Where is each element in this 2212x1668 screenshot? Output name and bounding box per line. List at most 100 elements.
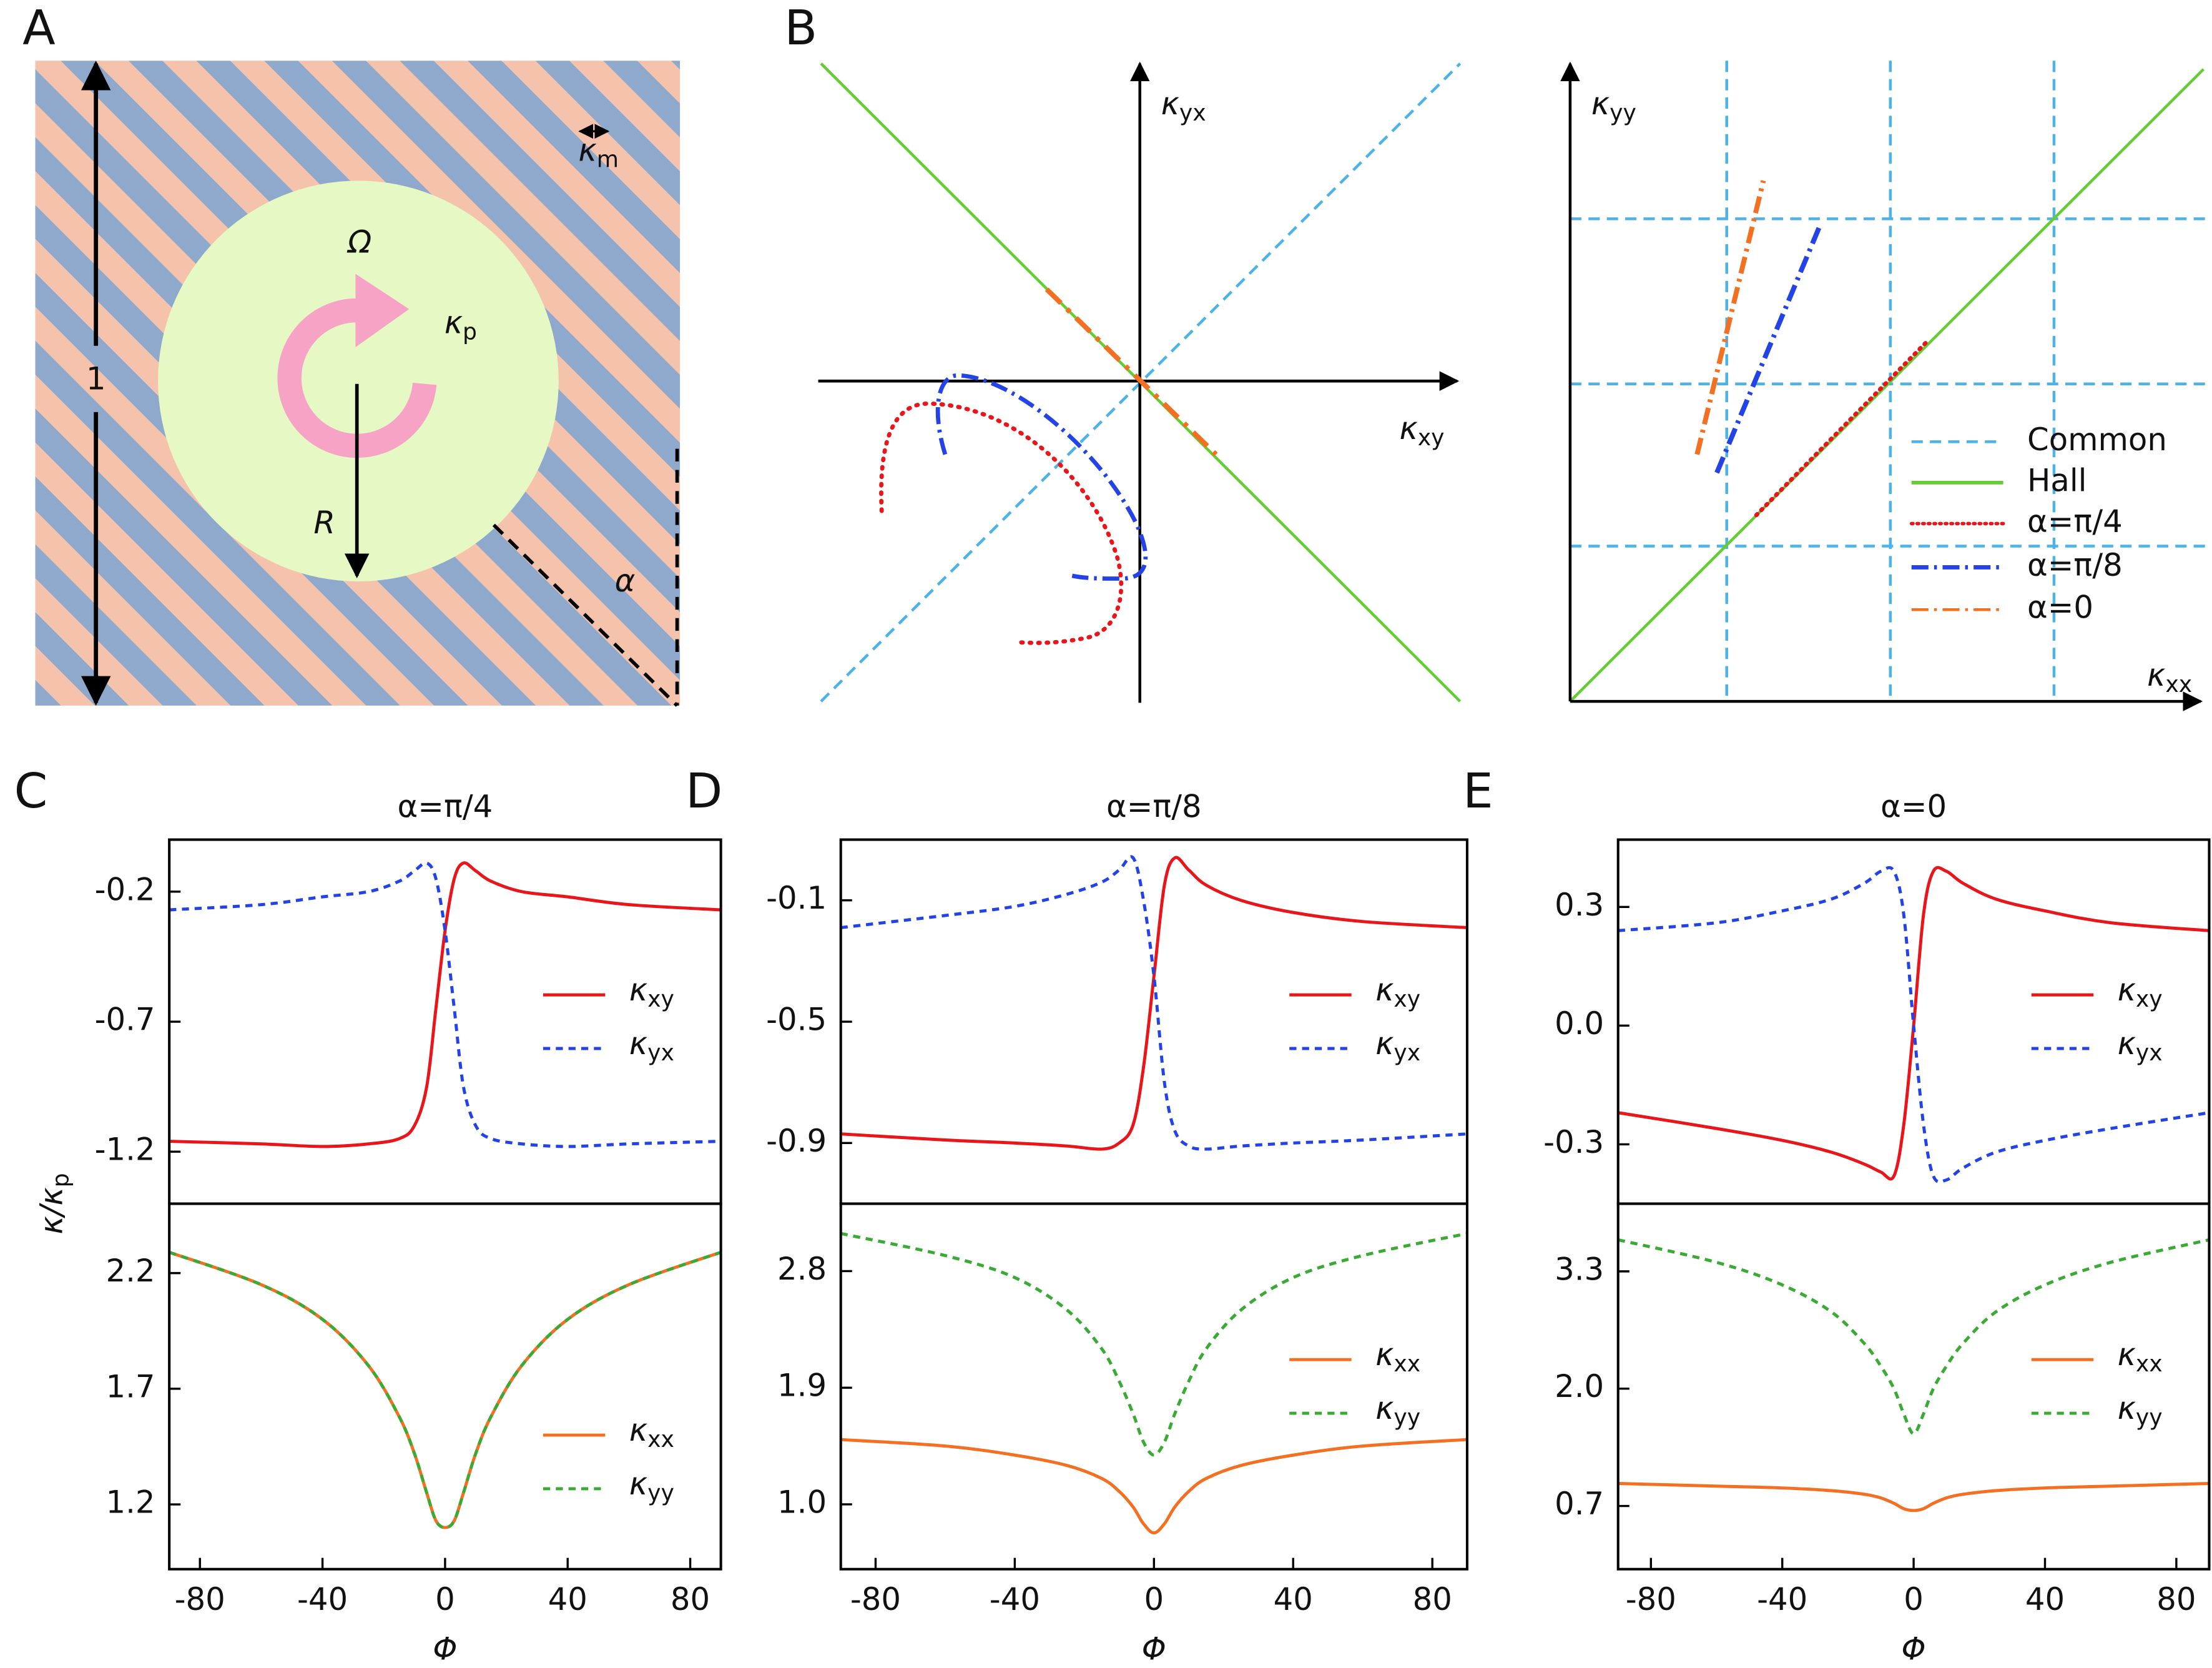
angle-ref xyxy=(492,523,679,707)
legend-label: κxx xyxy=(2118,1336,2163,1377)
x-tick-label: 40 xyxy=(2025,1581,2065,1617)
chart: κxy κyx 0.3 0.0 -0.3 α=0 E xyxy=(1463,764,2211,1205)
legend-label: α=π/8 xyxy=(2027,547,2123,583)
y-tick-label: 2.8 xyxy=(777,1251,827,1287)
plot-frame xyxy=(839,838,1468,1205)
y-tick-label: -0.1 xyxy=(766,880,827,916)
panel-label: C xyxy=(14,764,48,819)
y-tick-label: -0.2 xyxy=(95,871,155,907)
panel-label: E xyxy=(1463,764,1493,819)
x-tick-label: 0 xyxy=(435,1581,455,1617)
series-line xyxy=(1618,866,2210,1184)
x-tick-label: 0 xyxy=(1904,1581,1924,1617)
curve-pi4 xyxy=(879,401,1124,645)
chart: κxy κyx -0.1 -0.5 -0.9 α=π/8 D xyxy=(686,764,1468,1205)
axis-label: κxy xyxy=(1399,410,1444,451)
legend-label: κxx xyxy=(1375,1336,1420,1377)
x-tick-label: -40 xyxy=(297,1581,348,1617)
panel-b: B κyx κxy κyy κxx Common Hall α=π/4 α=π/… xyxy=(784,1,2208,711)
legend: Common Hall α=π/4 α=π/8 α=0 xyxy=(1909,422,2167,626)
y-tick-label: 1.2 xyxy=(106,1484,155,1521)
x-tick-label: -80 xyxy=(850,1581,901,1617)
plot-frame xyxy=(168,838,722,1205)
x-tick-label: -40 xyxy=(1757,1581,1807,1617)
curve-pi8 xyxy=(1714,225,1822,474)
chart: κxx κyy 2.2 1.7 1.2 -80 -40 0 40 80 Φ xyxy=(106,1202,722,1667)
chart-title: α=0 xyxy=(1880,788,1947,824)
y-tick-label: -0.3 xyxy=(1543,1124,1604,1160)
particle-disk xyxy=(158,180,559,582)
axis-label: κyx xyxy=(1161,86,1206,126)
chart: κxx κyy 2.8 1.9 1.0 -80 -40 0 40 80 Φ xyxy=(777,1202,1468,1667)
x-tick-label: -80 xyxy=(175,1581,225,1617)
legend-label: κyx xyxy=(1375,1025,1420,1066)
y-tick-label: -0.5 xyxy=(766,1002,827,1038)
series-line xyxy=(840,1231,1468,1457)
curve-pi8 xyxy=(935,373,1148,581)
legend-label: κyy xyxy=(2118,1390,2163,1431)
legend-label: α=0 xyxy=(2027,590,2093,626)
angle-label: α xyxy=(615,563,636,599)
x-tick-label: 0 xyxy=(1144,1581,1164,1617)
x-tick-label: 80 xyxy=(2156,1581,2196,1617)
y-tick-label: 0.7 xyxy=(1555,1486,1604,1522)
x-axis-label: Φ xyxy=(1142,1631,1166,1667)
y-tick-label: 0.3 xyxy=(1555,887,1604,923)
legend-label: α=π/4 xyxy=(2027,503,2123,540)
series-line xyxy=(169,861,721,1148)
panel-label: D xyxy=(686,764,722,819)
series-line xyxy=(1618,1481,2210,1513)
x-axis-label: Φ xyxy=(433,1631,457,1667)
x-tick-label: 80 xyxy=(671,1581,710,1617)
panel-a: A 1 R Ω κp κm α xyxy=(22,1,681,707)
y-tick-label: 2.0 xyxy=(1555,1368,1604,1404)
y-axis-label: κ/κp xyxy=(33,1173,74,1234)
curve-0 xyxy=(1694,180,1766,455)
legend-label: κyx xyxy=(2118,1025,2163,1066)
series-line xyxy=(840,1438,1468,1535)
series-line xyxy=(840,855,1468,1151)
axis-label: κyy xyxy=(1591,86,1636,126)
series-line xyxy=(169,1250,722,1529)
series-line xyxy=(840,856,1468,1151)
x-tick-label: 80 xyxy=(1413,1581,1452,1617)
x-tick-label: 40 xyxy=(1274,1581,1313,1617)
legend-label: κyy xyxy=(1375,1390,1420,1431)
plot-frame xyxy=(839,1202,1468,1571)
series-line xyxy=(1618,1238,2210,1436)
chart-title: α=π/4 xyxy=(398,788,493,824)
legend-label: κyx xyxy=(629,1025,674,1066)
y-tick-label: -0.7 xyxy=(95,1002,155,1038)
y-tick-label: -1.2 xyxy=(95,1132,155,1168)
legend-label: Common xyxy=(2027,422,2167,458)
length-label: 1 xyxy=(86,361,106,397)
y-tick-label: 1.7 xyxy=(106,1368,155,1404)
y-tick-label: 0.0 xyxy=(1555,1005,1604,1042)
series-line xyxy=(1618,866,2210,1181)
chart: κxx κyy 3.3 2.0 0.7 -80 -40 0 40 80 Φ xyxy=(1555,1202,2211,1667)
legend-label: Hall xyxy=(2027,462,2087,498)
curve-pi4 xyxy=(1754,340,1928,518)
y-tick-label: -0.9 xyxy=(766,1123,827,1159)
x-axis-label: Φ xyxy=(1902,1631,1926,1667)
x-tick-label: -80 xyxy=(1626,1581,1676,1617)
y-tick-label: 2.2 xyxy=(106,1253,155,1289)
legend-label: κxy xyxy=(1375,972,1420,1012)
y-tick-label: 1.0 xyxy=(777,1484,827,1520)
rotation-arrowhead xyxy=(355,274,410,347)
axis-label: κxx xyxy=(2147,657,2192,698)
chart-title: α=π/8 xyxy=(1106,788,1202,824)
legend-label: κxy xyxy=(2118,972,2163,1012)
plot-frame xyxy=(168,1202,722,1571)
chart: κxy κyx -0.2 -0.7 -1.2 α=π/4 Cκ/κp xyxy=(14,764,722,1235)
series-line xyxy=(169,861,721,1148)
rotation-arrow xyxy=(277,298,437,458)
radius-label: R xyxy=(313,505,335,541)
legend-label: κxy xyxy=(629,972,674,1012)
x-tick-label: -40 xyxy=(990,1581,1040,1617)
panel-label: A xyxy=(22,1,56,56)
rotation-label: Ω xyxy=(347,224,371,260)
y-tick-label: 1.9 xyxy=(777,1368,827,1404)
